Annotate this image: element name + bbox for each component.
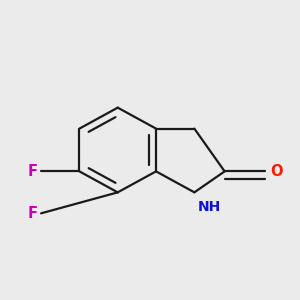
Text: F: F — [28, 164, 38, 179]
Text: O: O — [270, 164, 282, 179]
Text: NH: NH — [198, 200, 221, 214]
Text: F: F — [28, 206, 38, 221]
